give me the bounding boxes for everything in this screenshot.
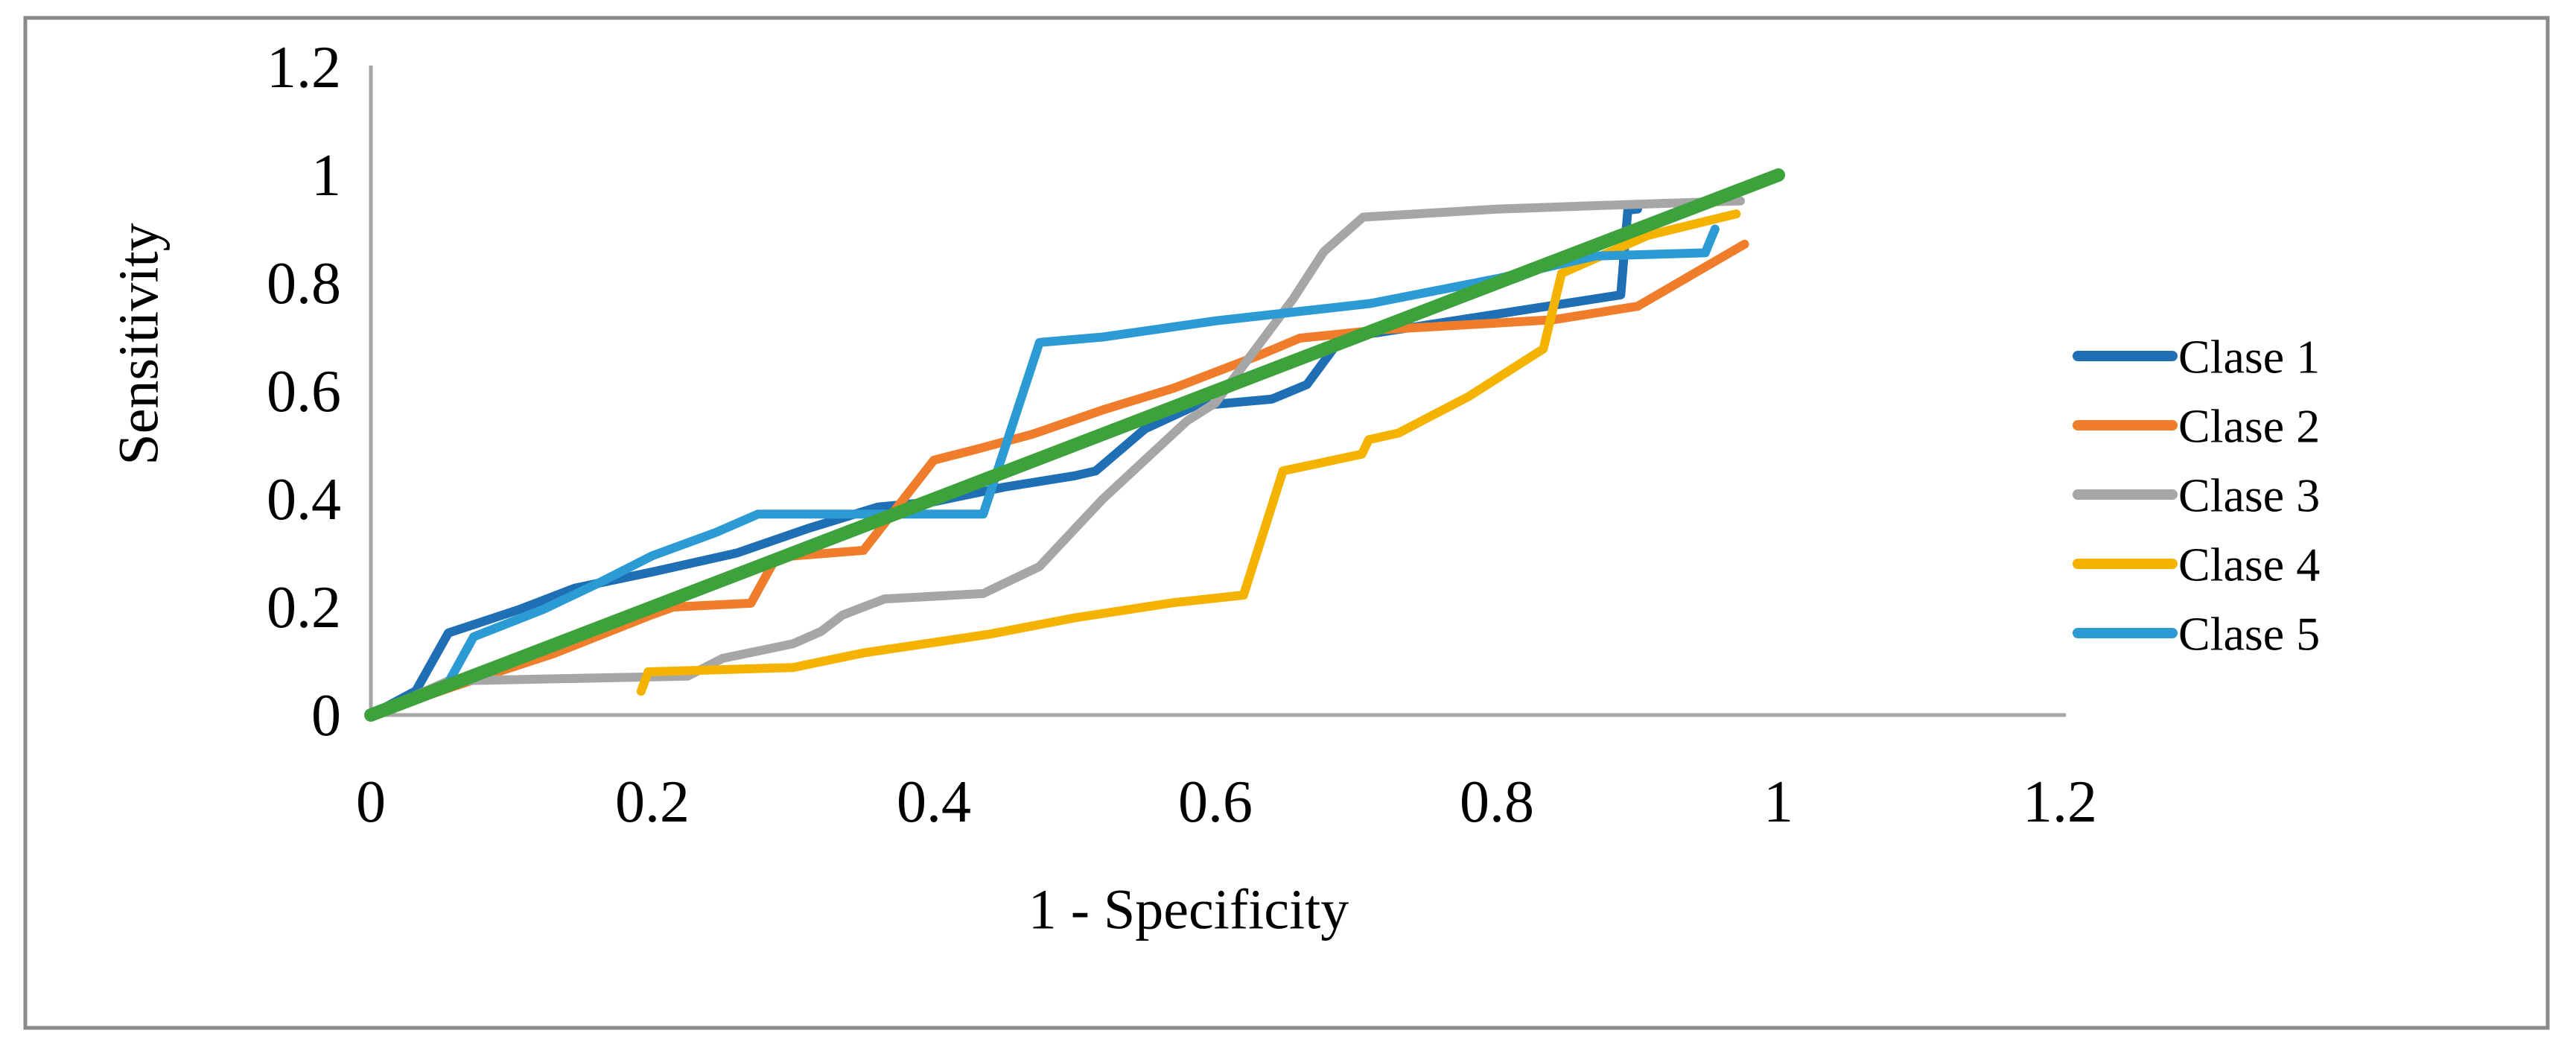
x-axis-title: 1 - Specificity xyxy=(1028,879,1349,941)
legend-item-clase-2: Clase 2 xyxy=(2073,399,2320,452)
legend-item-clase-3: Clase 3 xyxy=(2073,468,2320,521)
y-tick-label-0.8: 0.8 xyxy=(267,251,341,317)
x-tick-label-0.2: 0.2 xyxy=(615,769,690,835)
legend-item-clase-1: Clase 1 xyxy=(2073,330,2320,383)
legend-item-clase-4: Clase 4 xyxy=(2073,538,2320,591)
legend-label-clase-1: Clase 1 xyxy=(2178,330,2320,383)
x-tick-label-0: 0 xyxy=(356,769,386,835)
x-tick-label-0.6: 0.6 xyxy=(1178,769,1253,835)
x-tick-label-0.4: 0.4 xyxy=(897,769,971,835)
y-tick-label-0.4: 0.4 xyxy=(267,467,341,533)
y-axis-title: Sensitivity xyxy=(108,223,171,465)
axes xyxy=(369,66,2066,717)
x-tick-label-0.8: 0.8 xyxy=(1460,769,1534,835)
x-tick-labels: 0 0.2 0.4 0.6 0.8 1 1.2 xyxy=(356,769,2097,835)
series-line-clase-4 xyxy=(636,209,1741,696)
x-tick-label-1.2: 1.2 xyxy=(2023,769,2097,835)
y-tick-label-0.2: 0.2 xyxy=(267,575,341,641)
legend-item-clase-5: Clase 5 xyxy=(2073,607,2320,660)
y-tick-label-1: 1 xyxy=(311,143,341,209)
y-tick-labels: 0 0.2 0.4 0.6 0.8 1 1.2 xyxy=(267,35,341,749)
figure-border xyxy=(23,16,2550,1030)
series-line-clase-3 xyxy=(366,196,1745,719)
reference-diagonal-line xyxy=(364,168,1785,722)
legend: Clase 1 Clase 2 Clase 3 Clase 4 Clase 5 xyxy=(2073,330,2320,660)
legend-label-clase-3: Clase 3 xyxy=(2178,468,2320,521)
x-tick-label-1: 1 xyxy=(1764,769,1793,835)
legend-label-clase-2: Clase 2 xyxy=(2178,399,2320,452)
y-tick-label-0: 0 xyxy=(311,683,341,749)
roc-curves xyxy=(364,168,1785,722)
y-tick-label-1.2: 1.2 xyxy=(267,35,341,101)
legend-label-clase-5: Clase 5 xyxy=(2178,607,2320,660)
y-tick-label-0.6: 0.6 xyxy=(267,359,341,425)
legend-label-clase-4: Clase 4 xyxy=(2178,538,2320,591)
